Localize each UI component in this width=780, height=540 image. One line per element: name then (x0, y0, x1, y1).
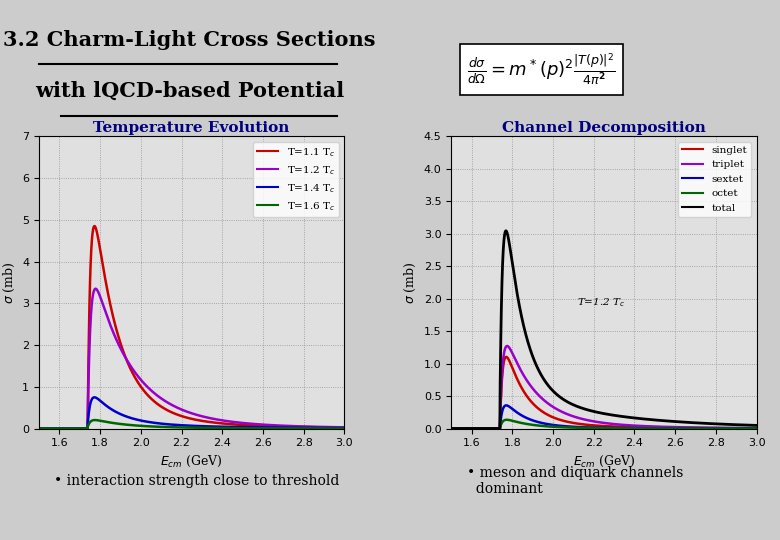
Text: 3.2 Charm-Light Cross Sections: 3.2 Charm-Light Cross Sections (3, 30, 376, 50)
Legend: singlet, triplet, sextet, octet, total: singlet, triplet, sextet, octet, total (678, 141, 751, 217)
Text: with lQCD-based Potential: with lQCD-based Potential (35, 81, 344, 101)
Text: $\frac{d\sigma}{d\Omega} = m^*(p)^2\frac{|T(p)|^2}{4\pi^{\mathbf{2}}}$: $\frac{d\sigma}{d\Omega} = m^*(p)^2\frac… (467, 52, 615, 88)
X-axis label: $E_{cm}$ (GeV): $E_{cm}$ (GeV) (161, 454, 223, 469)
Text: • meson and diquark channels
  dominant: • meson and diquark channels dominant (466, 466, 682, 496)
X-axis label: $E_{cm}$ (GeV): $E_{cm}$ (GeV) (573, 454, 635, 469)
Title: Channel Decomposition: Channel Decomposition (502, 121, 706, 135)
Text: T=1.2 T$_c$: T=1.2 T$_c$ (577, 296, 626, 309)
Legend: T=1.1 T$_c$, T=1.2 T$_c$, T=1.4 T$_c$, T=1.6 T$_c$: T=1.1 T$_c$, T=1.2 T$_c$, T=1.4 T$_c$, T… (254, 141, 339, 217)
Y-axis label: $\sigma$ (mb): $\sigma$ (mb) (2, 261, 16, 303)
Text: • interaction strength close to threshold: • interaction strength close to threshol… (55, 474, 339, 488)
Y-axis label: $\sigma$ (mb): $\sigma$ (mb) (403, 261, 418, 303)
Title: Temperature Evolution: Temperature Evolution (94, 121, 290, 135)
